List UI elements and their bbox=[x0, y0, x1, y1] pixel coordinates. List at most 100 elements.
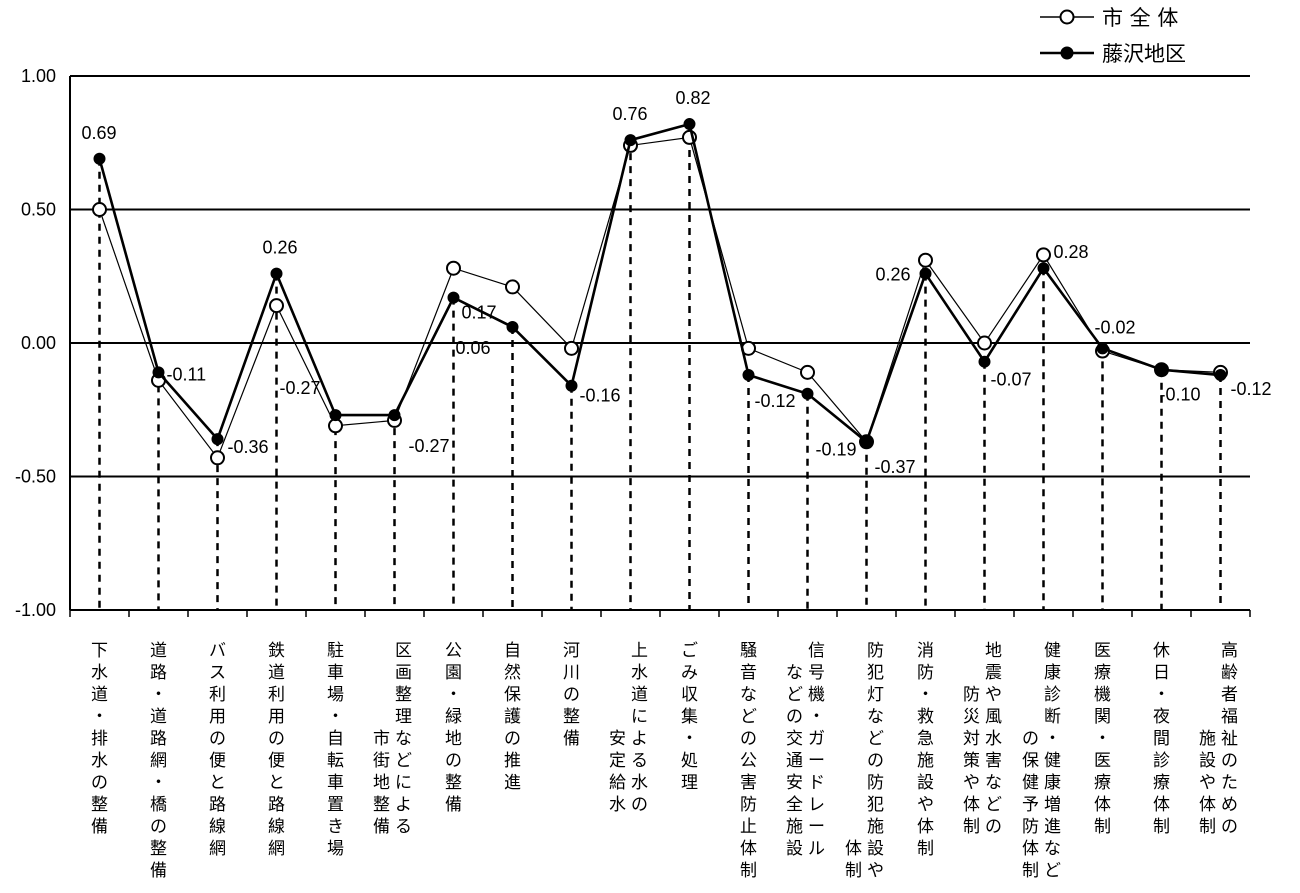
category-label-char: の bbox=[445, 751, 462, 771]
data-label: 0.76 bbox=[613, 104, 648, 124]
data-label: 0.82 bbox=[676, 88, 711, 108]
category-label-char: 体 bbox=[1199, 795, 1216, 815]
category-label-char: 市 bbox=[373, 729, 390, 749]
category-label-char: ・ bbox=[445, 685, 462, 705]
category-label-char: 設 bbox=[1199, 751, 1216, 771]
data-label: -0.27 bbox=[409, 436, 450, 456]
category-label-char: 自 bbox=[327, 729, 344, 749]
category-label-char: ・ bbox=[808, 707, 825, 727]
y-tick-label: 1.00 bbox=[21, 66, 56, 86]
category-label-char: 橋 bbox=[150, 795, 167, 815]
category-label-char: 然 bbox=[504, 663, 521, 683]
category-label-char: た bbox=[1221, 773, 1238, 793]
category-label-char: 便 bbox=[268, 751, 285, 771]
category-label-char: 給 bbox=[609, 773, 626, 793]
point-city bbox=[977, 335, 992, 351]
category-label-char: 止 bbox=[740, 817, 757, 837]
data-label: -0.36 bbox=[228, 437, 269, 457]
category-label-char: 転 bbox=[327, 751, 344, 771]
category-label-char: ド bbox=[808, 773, 825, 793]
point-district bbox=[329, 409, 342, 422]
category-label-char: 施 bbox=[867, 817, 884, 837]
point-city bbox=[505, 279, 520, 295]
category-label-char: 路 bbox=[209, 795, 226, 815]
category-label-char: 犯 bbox=[867, 663, 884, 683]
category-label-char: 体 bbox=[917, 817, 934, 837]
category-label-char: ・ bbox=[917, 685, 934, 705]
category-label-char: 風 bbox=[985, 707, 1002, 727]
category-label-char: の bbox=[563, 685, 580, 705]
category-label-char: 制 bbox=[845, 861, 862, 881]
category-label-char: 処 bbox=[681, 751, 698, 771]
point-district bbox=[506, 320, 519, 333]
category-label-char: 断 bbox=[1044, 707, 1061, 727]
category-label-char: ・ bbox=[150, 685, 167, 705]
category-label-char: 康 bbox=[1044, 773, 1061, 793]
data-label: -0.10 bbox=[1160, 385, 1201, 405]
point-district bbox=[624, 134, 637, 147]
category-label-char: 施 bbox=[1199, 729, 1216, 749]
category-label-char: ・ bbox=[1044, 729, 1061, 749]
y-tick-label: -0.50 bbox=[15, 467, 56, 487]
category-label-char: 安 bbox=[786, 773, 803, 793]
category-label-char: 画 bbox=[395, 663, 412, 683]
category-label-char: ー bbox=[808, 751, 825, 771]
category-label-char: 防 bbox=[917, 663, 934, 683]
category-label-char: 備 bbox=[91, 817, 108, 837]
category-label-char: 利 bbox=[209, 685, 226, 705]
category-label-char: の bbox=[631, 795, 648, 815]
category-label-char: 者 bbox=[1221, 685, 1238, 705]
category-label-char: 用 bbox=[209, 707, 226, 727]
category-label-char: よ bbox=[395, 795, 412, 815]
category-label-char: ど bbox=[867, 729, 884, 749]
category-label-char: な bbox=[395, 729, 412, 749]
point-district bbox=[801, 387, 814, 400]
category-label-char: 救 bbox=[917, 707, 934, 727]
category-label-char: 網 bbox=[268, 839, 285, 859]
category-label-char: 水 bbox=[609, 795, 626, 815]
point-district bbox=[978, 355, 991, 368]
point-district bbox=[683, 118, 696, 131]
category-label-char: 体 bbox=[845, 839, 862, 859]
category-label-char: や bbox=[985, 685, 1002, 705]
category-label-char: 設 bbox=[786, 839, 803, 859]
category-label-char: 策 bbox=[963, 751, 980, 771]
category-label-char: 震 bbox=[985, 663, 1002, 683]
category-label-char: ど bbox=[985, 795, 1002, 815]
category-label-char: の bbox=[1221, 751, 1238, 771]
category-label-char: 医 bbox=[1094, 751, 1111, 771]
category-label-char: 車 bbox=[327, 773, 344, 793]
point-district bbox=[152, 366, 165, 379]
category-label-char: 地 bbox=[445, 729, 462, 749]
category-label-char: の bbox=[985, 817, 1002, 837]
category-label-char: 交 bbox=[786, 729, 803, 749]
category-label-char: 制 bbox=[1153, 817, 1170, 837]
category-label-char: 祉 bbox=[1221, 729, 1238, 749]
category-label-char: 体 bbox=[740, 839, 757, 859]
category-label-char: 水 bbox=[91, 751, 108, 771]
category-label-char: 休 bbox=[1153, 641, 1170, 661]
category-label-char: 害 bbox=[985, 751, 1002, 771]
category-label-char: 整 bbox=[150, 839, 167, 859]
category-label-char: 水 bbox=[631, 663, 648, 683]
category-label-char: る bbox=[395, 817, 412, 837]
data-label: -0.19 bbox=[816, 440, 857, 460]
category-label-char: 街 bbox=[373, 751, 390, 771]
point-city bbox=[1036, 247, 1051, 263]
point-district bbox=[919, 267, 932, 280]
category-label-char: 場 bbox=[327, 685, 344, 705]
category-label-char: の bbox=[1221, 817, 1238, 837]
data-label: 0.28 bbox=[1054, 242, 1089, 262]
category-label-char: よ bbox=[631, 729, 648, 749]
y-tick-label: 0.50 bbox=[21, 200, 56, 220]
series-line-district bbox=[98, 122, 1221, 444]
category-label-char: 道 bbox=[150, 707, 167, 727]
axes bbox=[69, 76, 1251, 617]
legend-label: 市 全 体 bbox=[1102, 6, 1178, 30]
category-label-char: 路 bbox=[268, 795, 285, 815]
category-label-char: 制 bbox=[1094, 817, 1111, 837]
category-label-char: 地 bbox=[985, 641, 1002, 661]
category-label-char: 道 bbox=[268, 663, 285, 683]
category-label-char: ー bbox=[808, 817, 825, 837]
